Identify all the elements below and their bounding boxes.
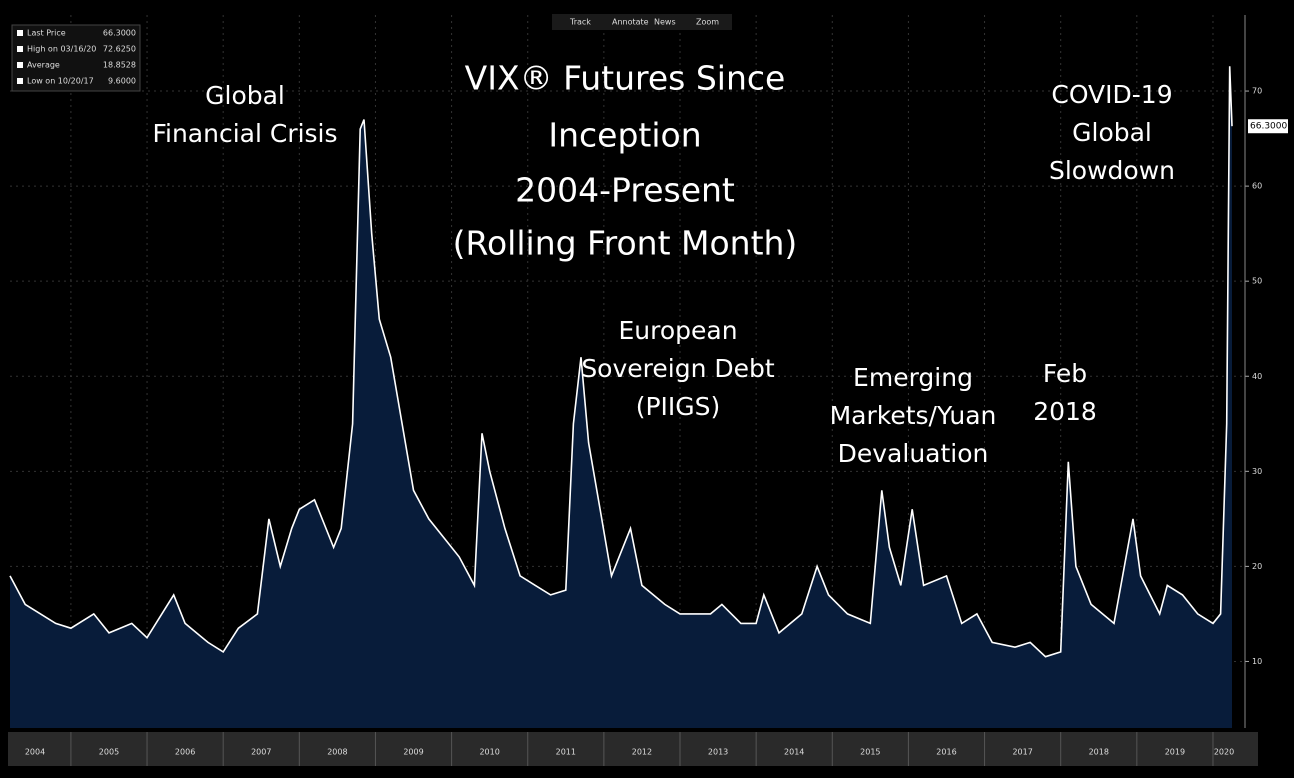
y-tick-label: 60 [1252, 182, 1262, 191]
chart-title: 2004-Present [515, 171, 735, 210]
x-tick-label: 2013 [708, 748, 728, 757]
x-tick-label: 2018 [1089, 748, 1109, 757]
annotation: Global [205, 81, 285, 110]
y-tick-label: 30 [1252, 467, 1262, 476]
x-tick-label: 2011 [556, 748, 576, 757]
annotation: 2018 [1033, 397, 1097, 426]
chart-title: VIX® Futures Since [465, 59, 786, 98]
annotation: European [618, 316, 737, 345]
legend-value: 72.6250 [103, 45, 136, 54]
toolbar-button[interactable]: News [654, 18, 676, 27]
x-tick-label: 2015 [860, 748, 880, 757]
x-tick-label: 2016 [936, 748, 956, 757]
toolbar-button[interactable]: Track [569, 18, 591, 27]
annotation: COVID-19 [1051, 80, 1172, 109]
annotation: Devaluation [838, 439, 989, 468]
x-tick-label: 2019 [1165, 748, 1185, 757]
legend-label: Last Price [27, 29, 66, 38]
toolbar-button[interactable]: Annotate [612, 18, 649, 27]
y-tick-label: 10 [1252, 657, 1262, 666]
x-tick-label: 2004 [25, 748, 45, 757]
legend-label: Low on 10/20/17 [27, 77, 94, 86]
annotation: (PIIGS) [636, 392, 721, 421]
legend-swatch [17, 78, 23, 84]
legend-label: Average [27, 61, 60, 70]
line [9, 66, 1233, 658]
x-tick-label: 2007 [251, 748, 271, 757]
legend-value: 9.6000 [108, 77, 136, 86]
x-tick-label: 2017 [1012, 748, 1032, 757]
x-tick-label: 2020 [1214, 748, 1234, 757]
x-tick-label: 2005 [99, 748, 119, 757]
x-tick-label: 2006 [175, 748, 195, 757]
y-tick-label: 40 [1252, 372, 1262, 381]
y-tick-label: 50 [1252, 277, 1262, 286]
legend-value: 18.8528 [103, 61, 136, 70]
annotation: Global [1072, 118, 1152, 147]
x-tick-label: 2014 [784, 748, 804, 757]
x-tick-label: 2009 [403, 748, 423, 757]
annotation: Markets/Yuan [830, 401, 997, 430]
legend-swatch [17, 62, 23, 68]
x-tick-label: 2010 [479, 748, 499, 757]
x-tick-label: 2008 [327, 748, 347, 757]
y-tick-label: 20 [1252, 562, 1262, 571]
chart-title: (Rolling Front Month) [453, 224, 798, 263]
area [10, 66, 1232, 729]
annotation: Feb [1043, 359, 1087, 388]
legend-label: High on 03/16/20 [27, 45, 96, 54]
annotation: Sovereign Debt [581, 354, 775, 383]
toolbar [552, 14, 732, 30]
legend-swatch [17, 46, 23, 52]
annotation: Slowdown [1049, 156, 1175, 185]
annotation: Financial Crisis [152, 119, 337, 148]
last-price-box [1248, 119, 1288, 134]
toolbar-button[interactable]: Zoom [696, 18, 719, 27]
legend-box [11, 24, 141, 92]
legend-swatch [17, 30, 23, 36]
legend-value: 66.3000 [103, 29, 136, 38]
chart-title: Inception [548, 116, 701, 155]
x-axis-strip [8, 732, 1258, 766]
x-tick-label: 2012 [632, 748, 652, 757]
annotation: Emerging [853, 363, 973, 392]
last-price-label: 66.3000 [1250, 122, 1287, 132]
y-tick-label: 70 [1252, 87, 1262, 96]
